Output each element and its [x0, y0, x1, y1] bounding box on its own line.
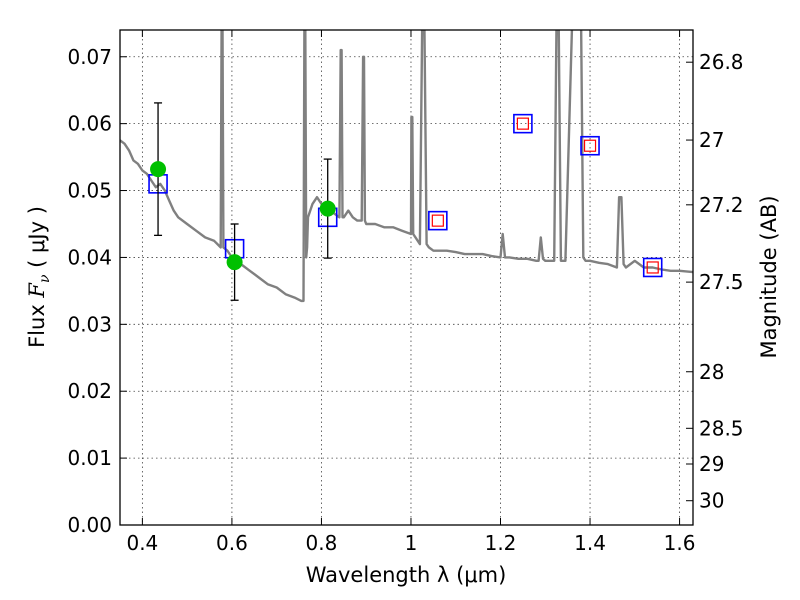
y-tick-label: 0.06: [67, 112, 112, 136]
x-tick-label: 1.6: [664, 531, 696, 555]
y2-tick-label: 26.8: [699, 50, 744, 74]
upper-limit-point: [646, 261, 659, 274]
x-axis-label: Wavelength λ (μm): [306, 563, 507, 587]
x-tick-label: 0.8: [306, 531, 338, 555]
observed-point: [150, 161, 167, 178]
y-axis-label-symbol: F: [25, 282, 49, 299]
y-tick-label: 0.05: [67, 179, 112, 203]
spectrum-line: [120, 30, 693, 303]
y2-tick-label: 27.5: [699, 270, 744, 294]
y2-axis-label: Magnitude (AB): [757, 195, 781, 358]
y-axis-label-suffix: ( μJy ): [25, 206, 49, 274]
model-point-square: [642, 257, 663, 278]
model-point-square: [513, 113, 533, 134]
upper-limit-point: [431, 214, 444, 227]
y-axis-label-subscript: ν: [37, 274, 53, 283]
ticks-layer: 0.4 0.6 0.8 1 1.2 1.4 1.6 0.00 0.01 0.02 0.03 0.04 0…: [67, 30, 744, 555]
y2-tick-label: 30: [699, 489, 724, 513]
y2-tick-label: 27: [699, 128, 724, 152]
y2-tick-label: 27.2: [699, 193, 744, 217]
model-point-square: [580, 135, 600, 156]
upper-limit-point: [583, 139, 597, 152]
x-tick-label: 0.4: [126, 531, 158, 555]
upper-limit-point: [516, 117, 529, 130]
x-tick-label: 1.2: [485, 531, 517, 555]
model-point-square: [428, 210, 448, 231]
y-tick-label: 0.07: [67, 45, 112, 69]
grid-layer: [120, 30, 693, 526]
plot-frame: [119, 29, 694, 526]
y-tick-label: 0.01: [67, 446, 112, 470]
y-tick-label: 0.03: [67, 312, 112, 336]
y-tick-label: 0.00: [67, 513, 112, 537]
x-tick-label: 1.4: [574, 531, 606, 555]
y2-tick-label: 28: [699, 360, 724, 384]
observed-point: [319, 200, 336, 217]
y2-tick-label: 28.5: [699, 416, 744, 440]
y-axis-label-prefix: Flux: [25, 298, 49, 348]
x-tick-label: 1: [405, 531, 418, 555]
series-layer: [120, 30, 693, 303]
y-axis-label: Flux Fν ( μJy ): [25, 206, 53, 348]
y-tick-label: 0.02: [67, 379, 112, 403]
y-tick-label: 0.04: [67, 245, 112, 269]
x-tick-label: 0.6: [216, 531, 248, 555]
y2-tick-label: 29: [699, 452, 724, 476]
observed-point: [226, 254, 243, 271]
